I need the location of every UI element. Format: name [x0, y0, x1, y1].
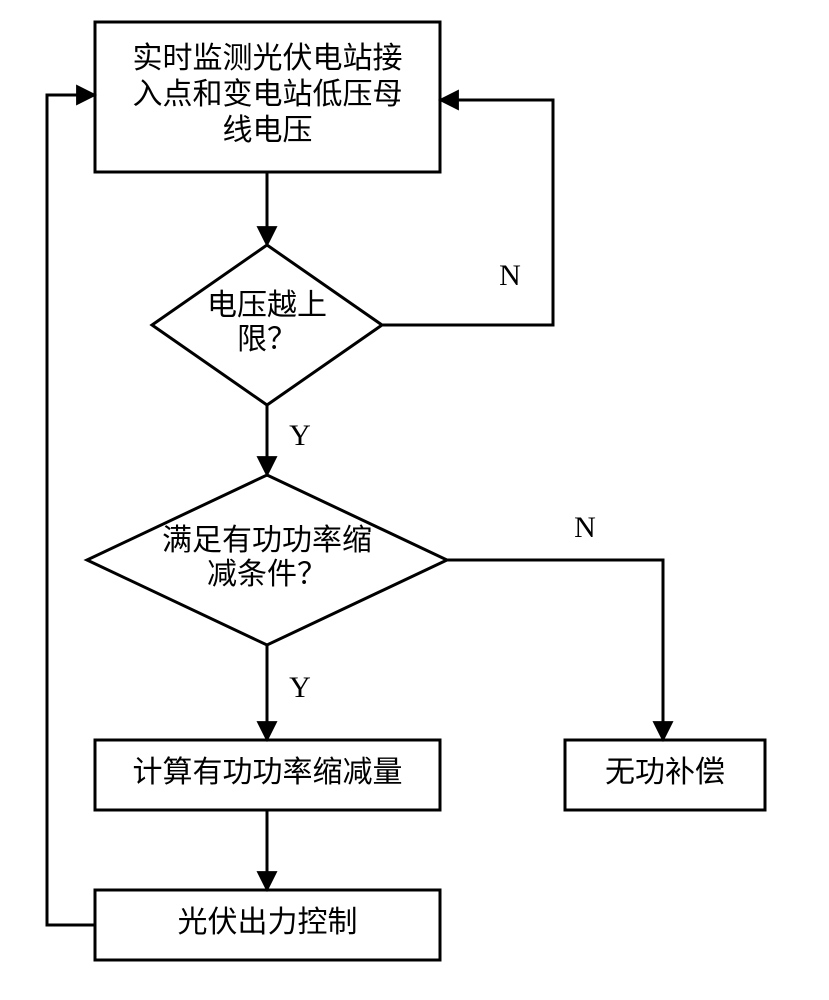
node-text: 计算有功功率缩减量 — [133, 756, 403, 789]
flow-edge — [47, 95, 95, 925]
node-text: 实时监测光伏电站接 — [133, 42, 403, 75]
flow-node-calc: 计算有功功率缩减量 — [95, 740, 440, 810]
flow-node-reduce_cond: 满足有功功率缩减条件？ — [87, 475, 447, 645]
node-text: 无功补偿 — [605, 756, 725, 789]
node-text: 线电压 — [223, 114, 313, 147]
flow-node-output_ctrl: 光伏出力控制 — [95, 890, 440, 960]
flow-edge — [382, 100, 553, 325]
flow-node-reactive: 无功补偿 — [565, 740, 765, 810]
edge-label-y2: Y — [289, 671, 311, 704]
node-text: 限？ — [237, 323, 297, 356]
edge-label-n1: N — [499, 259, 521, 292]
edge-label-y1: Y — [289, 419, 311, 452]
node-text: 入点和变电站低压母 — [133, 78, 403, 111]
flow-edge — [447, 560, 663, 740]
node-text: 减条件？ — [207, 558, 327, 591]
node-text: 电压越上 — [207, 289, 327, 322]
edge-label-n2: N — [574, 511, 596, 544]
node-text: 光伏出力控制 — [178, 906, 358, 939]
flow-node-over_limit: 电压越上限？ — [152, 245, 382, 405]
flow-node-monitor: 实时监测光伏电站接入点和变电站低压母线电压 — [95, 22, 440, 172]
node-text: 满足有功功率缩 — [162, 524, 372, 557]
